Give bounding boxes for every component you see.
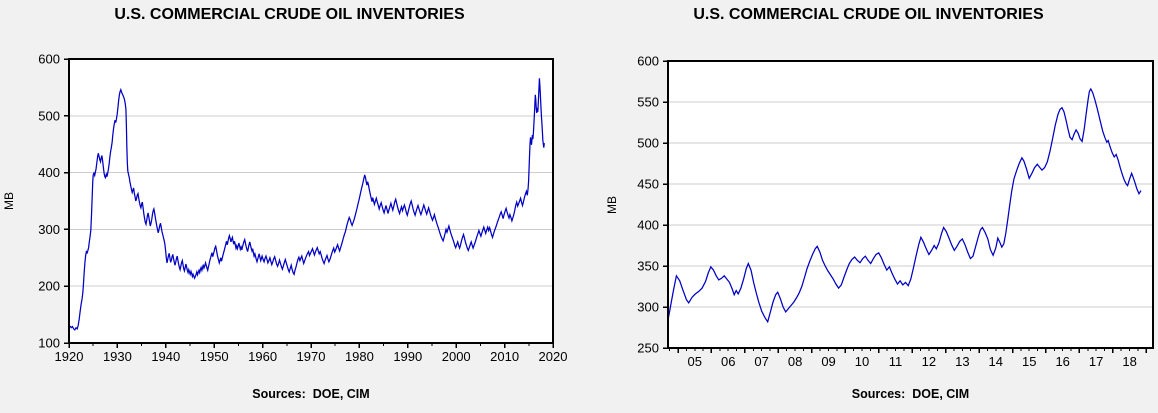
svg-text:2020: 2020 — [539, 349, 568, 364]
svg-text:1930: 1930 — [103, 349, 132, 364]
svg-text:600: 600 — [38, 52, 60, 67]
svg-text:17: 17 — [1089, 354, 1103, 369]
svg-text:350: 350 — [637, 259, 659, 274]
svg-text:200: 200 — [38, 279, 60, 294]
chart-panel-full-history: U.S. COMMERCIAL CRUDE OIL INVENTORIES 10… — [2, 6, 568, 401]
svg-text:1990: 1990 — [393, 349, 422, 364]
svg-text:1980: 1980 — [345, 349, 374, 364]
svg-text:250: 250 — [637, 341, 659, 356]
source-note-right: Sources: DOE, CIM — [851, 387, 970, 401]
svg-text:10: 10 — [855, 354, 869, 369]
svg-text:300: 300 — [38, 222, 60, 237]
svg-text:400: 400 — [637, 218, 659, 233]
chart-title-left: U.S. COMMERCIAL CRUDE OIL INVENTORIES — [114, 6, 465, 23]
line-chart-full-history: 100 200 300 400 500 600 1920 1930 1940 1950 1960 19… — [38, 52, 568, 365]
svg-text:450: 450 — [637, 177, 659, 192]
svg-text:400: 400 — [38, 165, 60, 180]
y-axis-label-right: MB — [605, 196, 619, 214]
chart-title-right: U.S. COMMERCIAL CRUDE OIL INVENTORIES — [693, 6, 1044, 23]
svg-text:15: 15 — [1022, 354, 1036, 369]
svg-text:1970: 1970 — [297, 349, 326, 364]
svg-text:2000: 2000 — [442, 349, 471, 364]
svg-text:500: 500 — [38, 108, 60, 123]
y-axis-label-left: MB — [2, 192, 16, 210]
svg-text:13: 13 — [955, 354, 969, 369]
source-note-left: Sources: DOE, CIM — [252, 387, 370, 401]
line-chart-recent-detail: 250 300 350 400 450 500 550 600 05 06 07 08 09 10 11 12… — [637, 54, 1154, 369]
svg-text:1940: 1940 — [151, 349, 180, 364]
svg-text:1920: 1920 — [55, 349, 84, 364]
svg-text:06: 06 — [721, 354, 735, 369]
svg-text:12: 12 — [922, 354, 936, 369]
svg-text:07: 07 — [754, 354, 768, 369]
svg-text:500: 500 — [637, 136, 659, 151]
svg-text:550: 550 — [637, 95, 659, 110]
svg-text:11: 11 — [889, 354, 903, 369]
svg-text:14: 14 — [989, 354, 1003, 369]
chart-panel-recent-detail: U.S. COMMERCIAL CRUDE OIL INVENTORIES 25… — [579, 0, 1158, 413]
svg-text:18: 18 — [1122, 354, 1136, 369]
svg-text:1960: 1960 — [248, 349, 277, 364]
svg-text:1950: 1950 — [200, 349, 229, 364]
svg-text:16: 16 — [1055, 354, 1069, 369]
svg-text:09: 09 — [821, 354, 835, 369]
svg-text:100: 100 — [38, 336, 60, 351]
svg-text:2010: 2010 — [490, 349, 519, 364]
svg-text:300: 300 — [637, 300, 659, 315]
svg-text:05: 05 — [688, 354, 702, 369]
svg-text:600: 600 — [637, 54, 659, 69]
svg-text:08: 08 — [788, 354, 802, 369]
